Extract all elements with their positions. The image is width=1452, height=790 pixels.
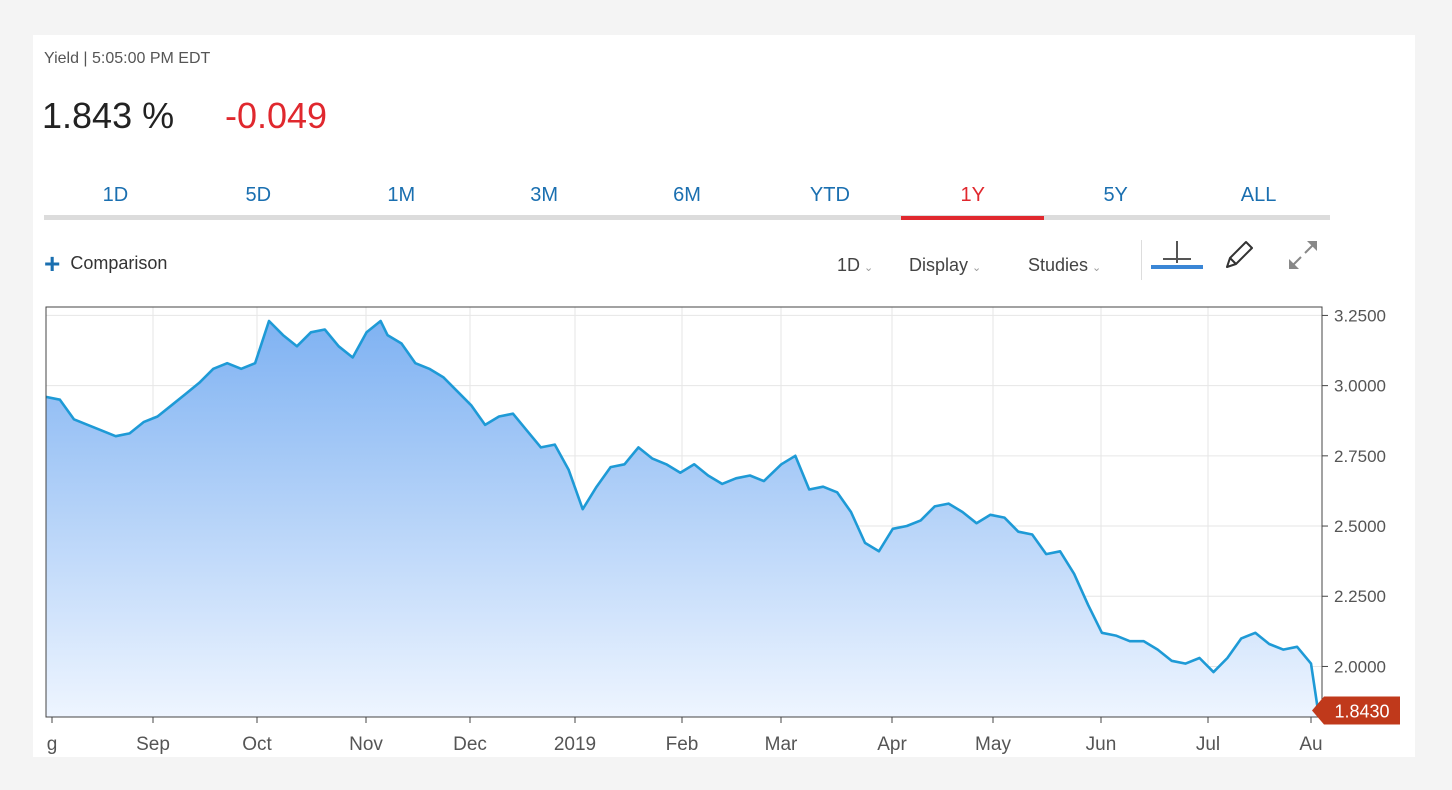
interval-dropdown[interactable]: 1D ⌄ — [837, 255, 873, 276]
tab-5y[interactable]: 5Y — [1103, 184, 1128, 206]
x-axis: g Sep Oct Nov Dec 2019 Feb Mar Apr May Jun Jul Au — [47, 717, 1323, 755]
x-tick-label: 2019 — [554, 734, 596, 755]
tab-1m[interactable]: 1M — [387, 184, 416, 206]
x-tick-label: Au — [1299, 734, 1322, 755]
studies-label: Studies — [1028, 255, 1089, 275]
comparison-label: Comparison — [70, 253, 168, 273]
last-price-label: 1.8430 — [1334, 702, 1389, 722]
plot-frame — [45, 306, 1323, 718]
badge-shape — [1312, 696, 1400, 725]
interval-label: 1D — [837, 255, 861, 275]
crosshair-icon — [1151, 241, 1203, 269]
expand-button[interactable] — [1273, 237, 1329, 277]
current-yield: 1.843 % — [42, 95, 175, 136]
x-tick-label: Jun — [1086, 734, 1117, 755]
tab-1d[interactable]: 1D — [102, 184, 129, 206]
yield-line — [45, 319, 1320, 711]
y-tick-label: 2.5000 — [1334, 517, 1386, 536]
display-label: Display — [909, 255, 969, 275]
y-tick-label: 2.7500 — [1334, 447, 1386, 466]
draw-tool-button[interactable] — [1213, 237, 1269, 277]
yield-area — [46, 321, 1318, 717]
y-tick-label: 2.0000 — [1334, 657, 1386, 676]
x-tick-label: Dec — [453, 734, 487, 755]
comparison-button[interactable]: + Comparison — [44, 247, 168, 279]
y-tick-label: 2.2500 — [1334, 587, 1386, 606]
tab-6m[interactable]: 6M — [673, 184, 701, 206]
display-dropdown[interactable]: Display ⌄ — [909, 255, 981, 276]
quote-timestamp: Yield | 5:05:00 PM EDT — [44, 50, 211, 67]
chevron-down-icon: ⌄ — [864, 262, 874, 274]
tab-all[interactable]: ALL — [1240, 184, 1277, 206]
chevron-down-icon: ⌄ — [972, 262, 982, 274]
timeframe-tabs: 1D 5D 1M 3M 6M YTD 1Y 5Y ALL — [44, 179, 1330, 220]
x-tick-label: May — [975, 734, 1011, 755]
yield-change: -0.049 — [225, 95, 328, 136]
expand-icon — [1289, 241, 1317, 269]
crosshair-tool-button[interactable] — [1149, 237, 1205, 277]
x-tick-label: Apr — [877, 734, 907, 755]
toolbar-divider — [1141, 240, 1142, 280]
x-tick-label: Oct — [242, 734, 272, 755]
tab-5d[interactable]: 5D — [245, 184, 272, 206]
x-tick-label: g — [47, 734, 58, 755]
x-tick-label: Jul — [1196, 734, 1220, 755]
x-tick-label: Mar — [765, 734, 798, 755]
studies-dropdown[interactable]: Studies ⌄ — [1028, 255, 1101, 276]
y-tick-label: 3.2500 — [1334, 306, 1386, 325]
tab-ytd[interactable]: YTD — [809, 184, 850, 206]
x-tick-label: Sep — [136, 734, 170, 755]
tab-3m[interactable]: 3M — [530, 184, 559, 206]
x-tick-label: Nov — [349, 734, 383, 755]
tab-1y[interactable]: 1Y — [901, 179, 1045, 220]
y-axis: 3.2500 3.0000 2.7500 2.5000 2.2500 2.0000 — [1322, 306, 1386, 676]
plus-icon: + — [44, 247, 61, 279]
y-tick-label: 3.0000 — [1334, 377, 1386, 396]
x-tick-label: Feb — [666, 734, 699, 755]
pencil-icon — [1226, 241, 1253, 268]
last-price-badge: 1.8430 — [1312, 696, 1400, 725]
chevron-down-icon: ⌄ — [1092, 262, 1102, 274]
